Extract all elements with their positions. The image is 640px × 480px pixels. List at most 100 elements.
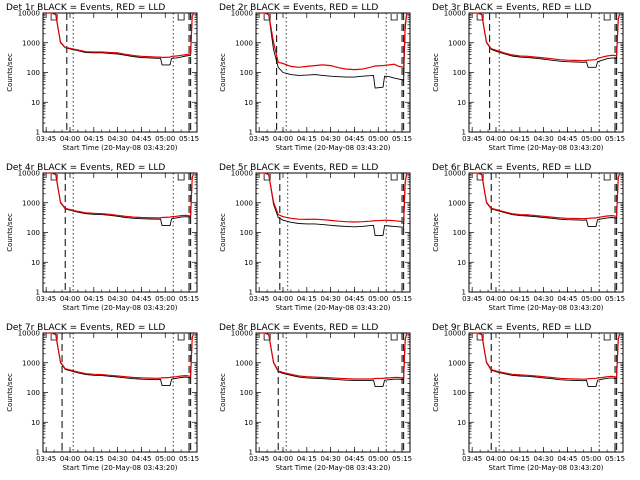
x-axis-label: Start Time (20-May-08 03:43:20) (62, 464, 177, 472)
y-tick-label: 10 (31, 419, 40, 427)
series-line-events (46, 172, 195, 227)
x-tick-label: 03:45 (249, 455, 269, 463)
x-tick-label: 03:45 (249, 135, 269, 143)
x-axis-label: Start Time (20-May-08 03:43:20) (488, 144, 603, 152)
x-tick-label: 04:45 (131, 455, 151, 463)
y-tick-label: 100 (27, 229, 40, 237)
flag-marker (177, 174, 185, 181)
y-tick-label: 1000 (448, 359, 466, 367)
y-tick-label: 100 (240, 69, 253, 77)
y-tick-label: 1000 (448, 199, 466, 207)
x-tick-label: 04:30 (108, 455, 128, 463)
series-line-events (259, 172, 408, 236)
x-axis-label: Start Time (20-May-08 03:43:20) (62, 304, 177, 312)
flag-marker (603, 14, 611, 21)
chart-panel-8: Det 8r BLACK = Events, RED = LLD 1 10 100 10… (219, 323, 412, 472)
x-tick-label: 03:45 (36, 295, 56, 303)
x-tick-label: 03:45 (36, 135, 56, 143)
y-tick-label: 10000 (18, 10, 40, 18)
chart-title: Det 5r BLACK = Events, RED = LLD (219, 163, 378, 173)
x-tick-label: 05:15 (605, 455, 625, 463)
plot-frame (42, 12, 198, 133)
x-tick-label: 04:45 (557, 135, 577, 143)
x-tick-label: 04:15 (297, 455, 317, 463)
y-tick-label: 10 (31, 99, 40, 107)
flag-marker (177, 334, 185, 341)
series-line-lld (46, 332, 195, 379)
x-axis-label: Start Time (20-May-08 03:43:20) (275, 464, 390, 472)
x-tick-label: 05:00 (368, 455, 388, 463)
flag-marker (476, 174, 484, 181)
y-tick-label: 10 (244, 259, 253, 267)
flag-marker (390, 174, 398, 181)
y-tick-label: 1000 (22, 359, 40, 367)
series-line-events (259, 12, 408, 89)
flag-marker (263, 14, 271, 21)
x-tick-label: 05:15 (179, 135, 199, 143)
x-tick-label: 04:45 (557, 455, 577, 463)
y-tick-label: 10000 (444, 170, 466, 178)
x-tick-label: 03:45 (249, 295, 269, 303)
flag-marker (390, 334, 398, 341)
y-tick-label: 1 (249, 449, 253, 457)
flag-marker (603, 334, 611, 341)
x-tick-label: 05:00 (368, 295, 388, 303)
x-tick-label: 04:00 (273, 455, 293, 463)
x-axis-label: Start Time (20-May-08 03:43:20) (62, 144, 177, 152)
y-tick-label: 1000 (235, 199, 253, 207)
series-line-events (472, 12, 621, 68)
plot-frame (468, 12, 624, 133)
y-tick-label: 10 (31, 259, 40, 267)
flag-marker (50, 174, 58, 181)
x-axis-label: Start Time (20-May-08 03:43:20) (488, 464, 603, 472)
chart-panel-2: Det 2r BLACK = Events, RED = LLD 1 10 100 10… (219, 3, 412, 152)
chart-panel-9: Det 9r BLACK = Events, RED = LLD 1 10 100 10… (432, 323, 625, 472)
y-axis-label: Counts/sec (6, 53, 14, 92)
y-tick-label: 10 (457, 99, 466, 107)
x-tick-label: 04:15 (297, 295, 317, 303)
chart-title: Det 8r BLACK = Events, RED = LLD (219, 323, 378, 333)
x-axis-label: Start Time (20-May-08 03:43:20) (275, 304, 390, 312)
y-axis-label: Counts/sec (432, 53, 440, 92)
x-tick-label: 04:45 (344, 455, 364, 463)
x-tick-label: 05:15 (605, 295, 625, 303)
x-tick-label: 04:15 (510, 455, 530, 463)
chart-title: Det 7r BLACK = Events, RED = LLD (6, 323, 165, 333)
y-tick-label: 100 (453, 389, 466, 397)
y-axis-label: Counts/sec (432, 213, 440, 252)
y-tick-label: 100 (27, 69, 40, 77)
y-axis-label: Counts/sec (432, 373, 440, 412)
x-tick-label: 04:00 (486, 455, 506, 463)
x-tick-label: 03:45 (462, 455, 482, 463)
x-tick-label: 05:15 (392, 135, 412, 143)
x-tick-label: 04:00 (60, 455, 80, 463)
y-tick-label: 10000 (231, 10, 253, 18)
y-tick-label: 1 (36, 129, 40, 137)
chart-title: Det 1r BLACK = Events, RED = LLD (6, 3, 165, 13)
y-tick-label: 10000 (444, 10, 466, 18)
y-tick-label: 1000 (235, 39, 253, 47)
flag-marker (390, 14, 398, 21)
x-tick-label: 04:45 (344, 295, 364, 303)
x-tick-label: 04:15 (510, 135, 530, 143)
x-tick-label: 04:00 (273, 295, 293, 303)
series-line-events (46, 12, 195, 66)
x-tick-label: 05:00 (581, 455, 601, 463)
flag-marker (476, 14, 484, 21)
y-tick-label: 1000 (448, 39, 466, 47)
y-tick-label: 100 (240, 389, 253, 397)
y-tick-label: 10 (457, 419, 466, 427)
y-tick-label: 10000 (18, 330, 40, 338)
y-tick-label: 1000 (22, 199, 40, 207)
x-tick-label: 03:45 (36, 455, 56, 463)
x-axis-label: Start Time (20-May-08 03:43:20) (275, 144, 390, 152)
flag-marker (50, 334, 58, 341)
chart-panel-3: Det 3r BLACK = Events, RED = LLD 1 10 100 10… (432, 3, 625, 152)
flag-marker (476, 334, 484, 341)
x-tick-label: 04:30 (321, 295, 341, 303)
x-tick-label: 04:15 (84, 135, 104, 143)
flag-marker (263, 334, 271, 341)
series-line-events (472, 172, 621, 227)
plot-frame (42, 172, 198, 293)
